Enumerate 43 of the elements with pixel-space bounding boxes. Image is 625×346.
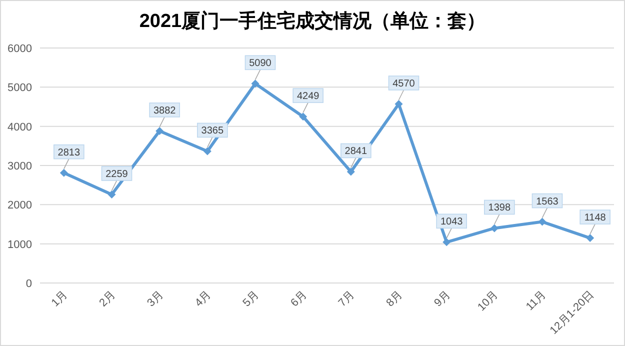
point [490, 224, 498, 232]
data-label: 1563 [536, 196, 559, 208]
x-tick-label: 6月 [288, 288, 310, 310]
data-label: 2841 [344, 146, 368, 158]
x-tick-label: 8月 [384, 288, 405, 310]
x-tick-label: 3月 [145, 288, 166, 310]
x-tick-label: 7月 [336, 288, 358, 310]
y-tick-label: 3000 [8, 160, 32, 172]
x-tick-label: 10月 [476, 288, 501, 314]
point [156, 126, 164, 135]
point [60, 168, 68, 177]
x-tick-label: 9月 [432, 288, 453, 310]
data-label: 1148 [584, 212, 606, 224]
data-label: 4249 [296, 91, 320, 102]
data-label: 3882 [153, 105, 176, 116]
y-tick-label: 4000 [8, 121, 32, 134]
x-tick-label: 5月 [240, 288, 262, 310]
data-label: 1398 [488, 202, 511, 214]
point [394, 100, 403, 108]
data-label: 2259 [106, 169, 128, 180]
data-label: 4570 [392, 78, 416, 90]
point [251, 80, 260, 88]
point [538, 218, 546, 226]
x-tick-label: 4月 [192, 288, 214, 310]
data-label: 2813 [58, 147, 80, 158]
y-tick-label: 1000 [8, 238, 32, 251]
x-tick-label: 1月 [49, 288, 70, 310]
y-tick-label: 2000 [8, 200, 32, 212]
data-label: 1043 [440, 216, 464, 228]
point [108, 190, 116, 199]
point [442, 238, 451, 246]
y-tick-label: 0 [26, 278, 32, 290]
data-label: 5090 [249, 58, 272, 70]
x-tick-label: 11月 [524, 288, 548, 313]
data-label: 3365 [201, 126, 224, 137]
point [586, 234, 594, 242]
y-tick-label: 5000 [8, 82, 32, 94]
point [299, 112, 308, 121]
x-tick-label: 2月 [97, 288, 118, 310]
point [203, 147, 212, 156]
y-tick-label: 6000 [8, 43, 32, 55]
point [346, 168, 355, 176]
chart-title: 2021厦门一手住宅成交情况（单位：套） [139, 10, 486, 32]
